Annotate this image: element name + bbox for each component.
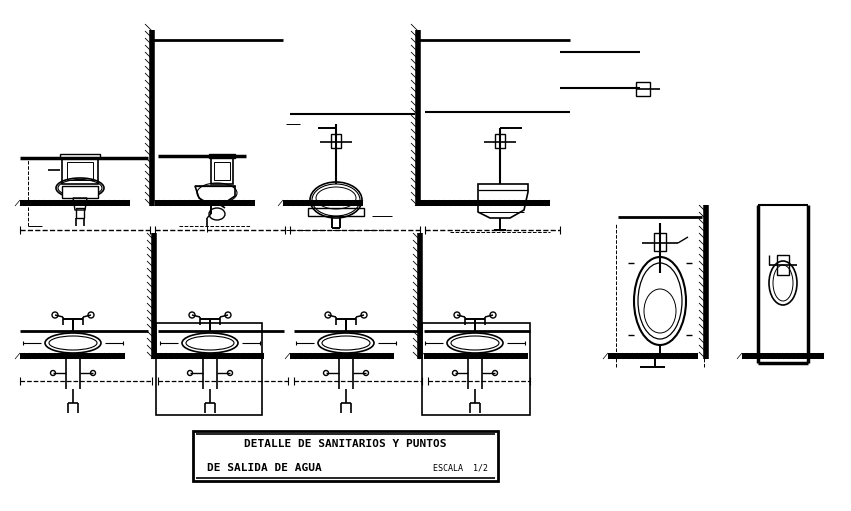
Bar: [60, 154, 100, 158]
Bar: [214, 162, 230, 180]
Bar: [283, 200, 363, 206]
Bar: [422, 323, 530, 415]
Bar: [211, 158, 233, 184]
Text: ESCALA  1/2: ESCALA 1/2: [433, 463, 488, 473]
Bar: [156, 353, 264, 359]
Bar: [20, 353, 125, 359]
Bar: [420, 200, 550, 206]
Bar: [777, 255, 789, 275]
Bar: [424, 353, 528, 359]
Bar: [76, 208, 84, 218]
Bar: [193, 431, 498, 481]
Text: DETALLE DE SANITARIOS Y PUNTOS: DETALLE DE SANITARIOS Y PUNTOS: [244, 439, 447, 449]
Bar: [654, 233, 666, 251]
Bar: [495, 134, 505, 148]
Bar: [155, 200, 255, 206]
Bar: [331, 134, 341, 148]
Bar: [62, 158, 98, 184]
Bar: [290, 353, 394, 359]
Bar: [67, 162, 93, 180]
Bar: [308, 208, 364, 216]
Bar: [608, 353, 698, 359]
Bar: [62, 186, 98, 198]
Bar: [209, 154, 235, 158]
Bar: [636, 82, 650, 96]
Bar: [742, 353, 824, 359]
Bar: [20, 200, 130, 206]
Text: DE SALIDA DE AGUA: DE SALIDA DE AGUA: [207, 463, 322, 473]
Bar: [156, 323, 262, 415]
